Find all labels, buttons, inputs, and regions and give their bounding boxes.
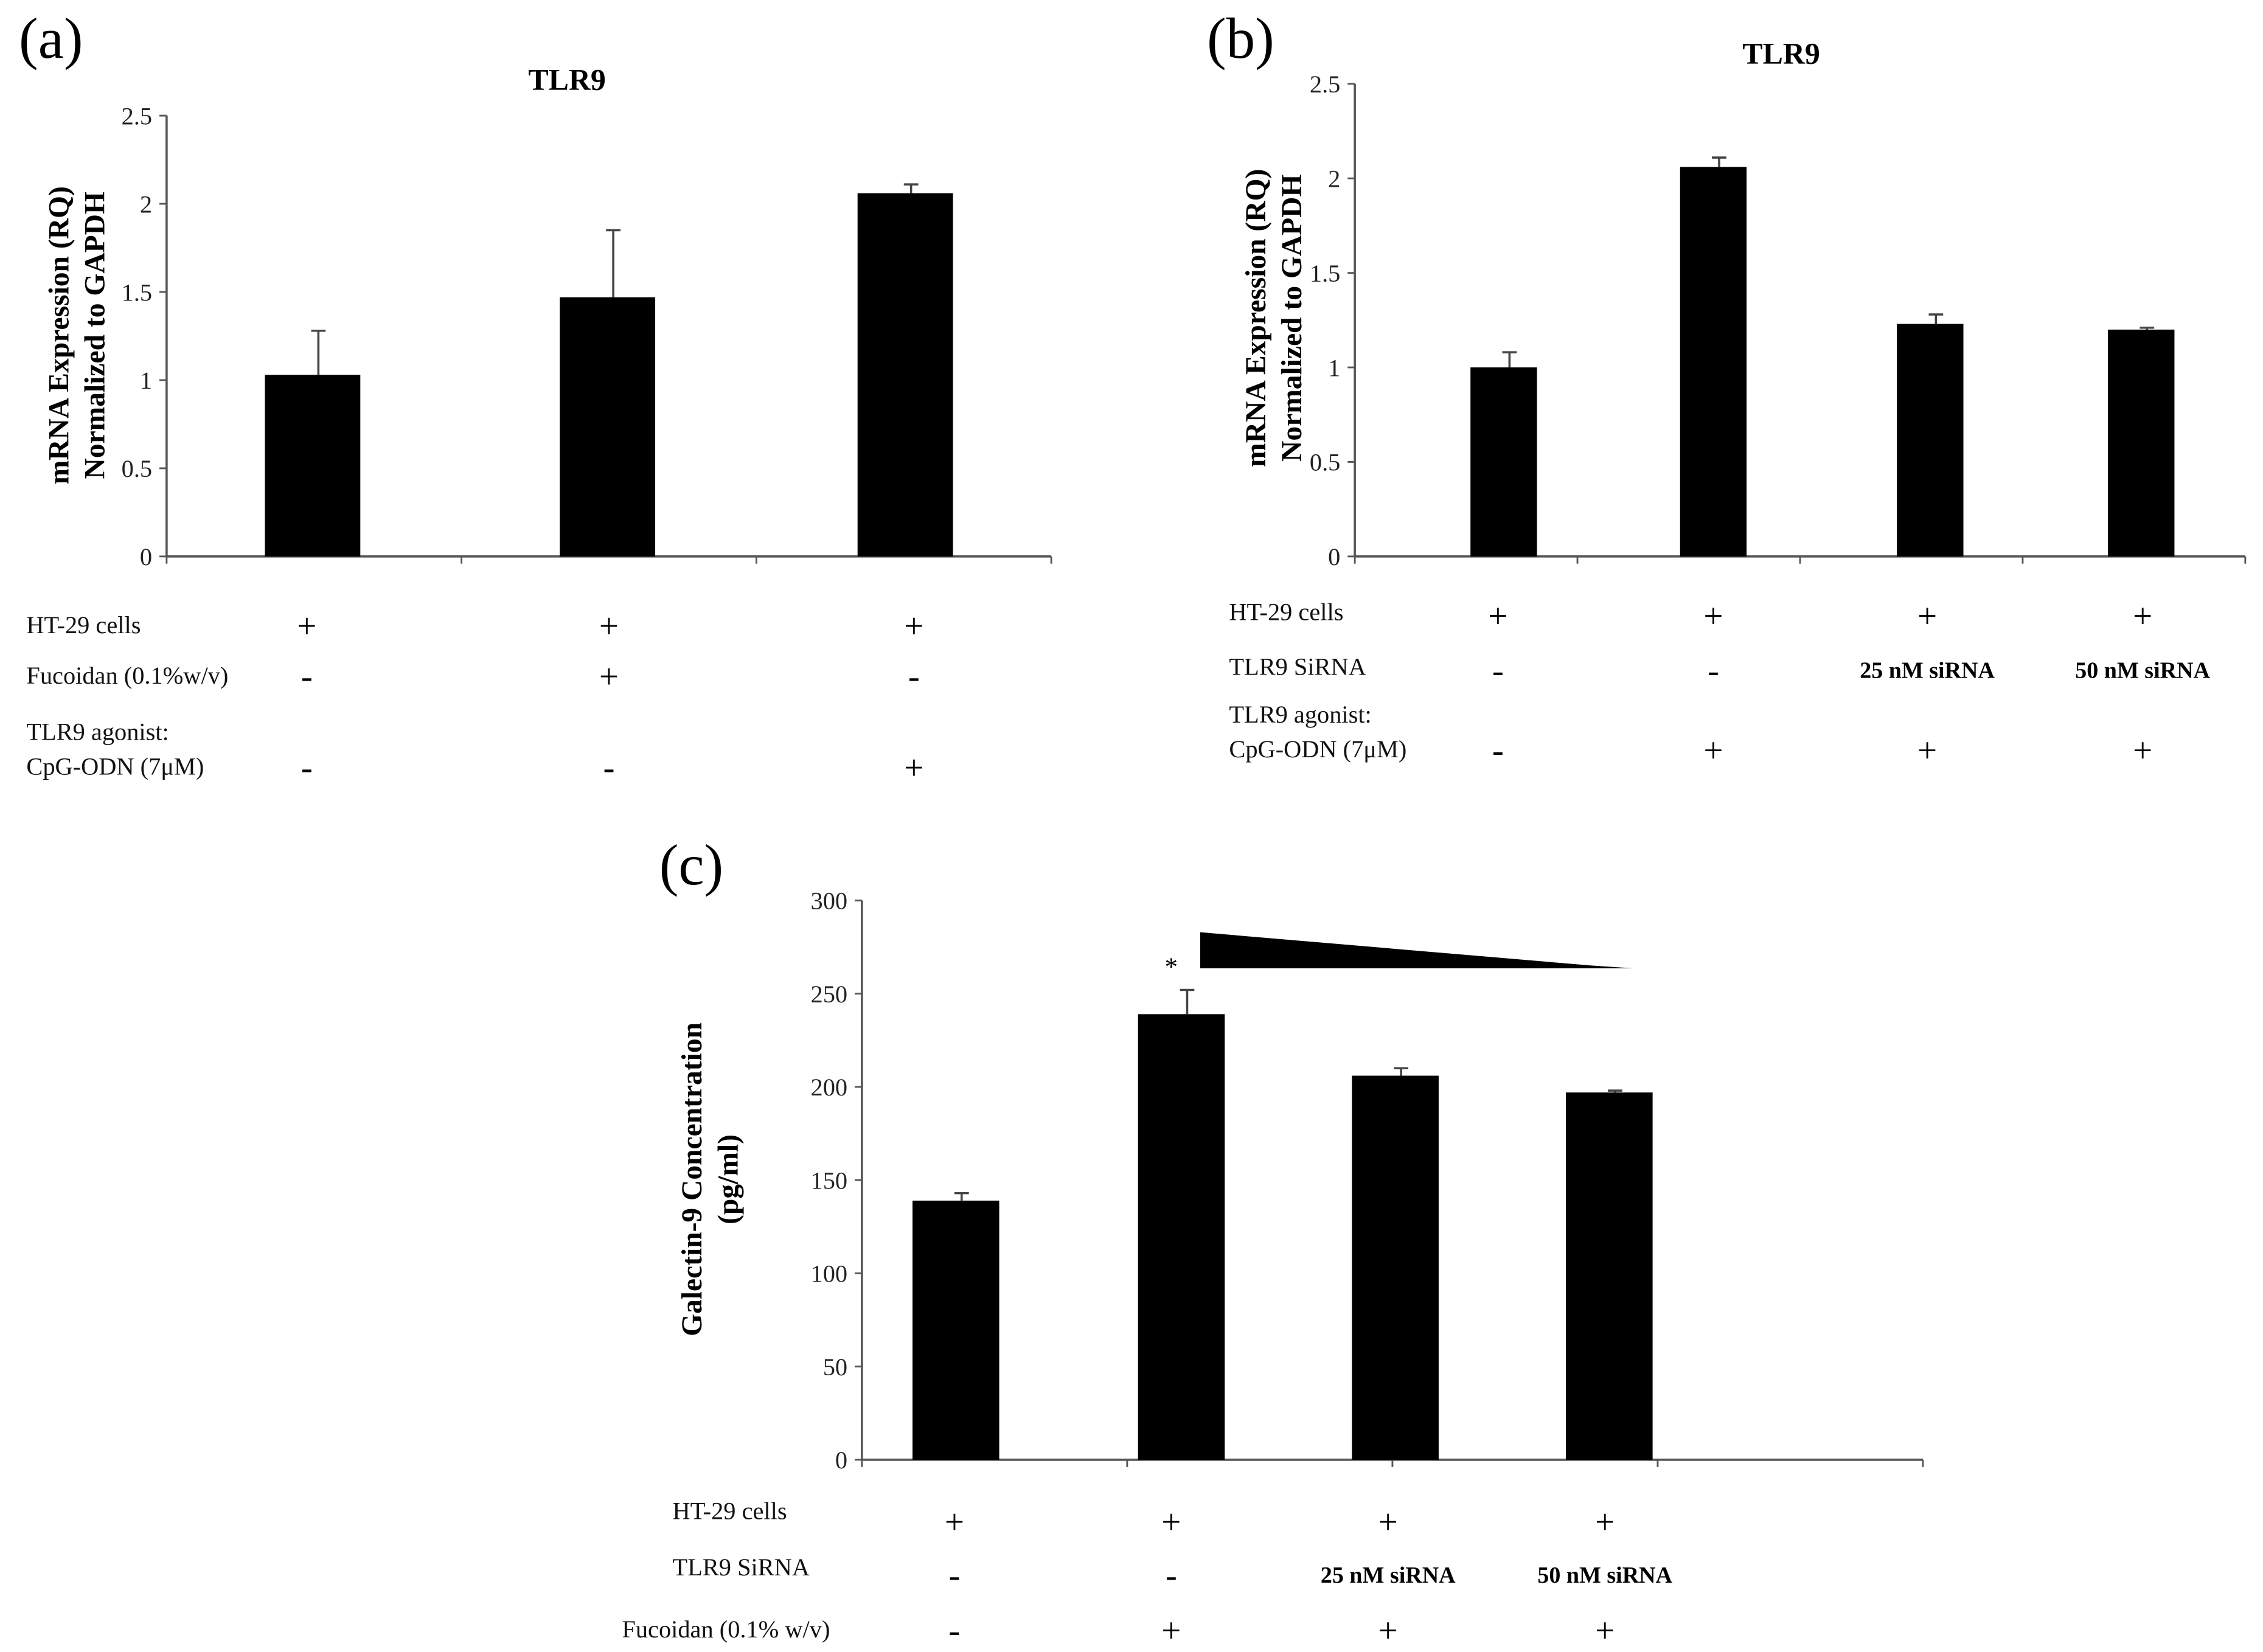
condition-label: HT-29 cells	[1229, 598, 1343, 625]
condition-value: +	[2133, 597, 2152, 635]
condition-value: -	[301, 749, 313, 787]
condition-label: CpG-ODN (7μM)	[26, 753, 204, 780]
condition-value: +	[1595, 1611, 1615, 1650]
condition-value: 50 nM siRNA	[1537, 1563, 1672, 1588]
condition-value: -	[1708, 652, 1719, 690]
decreasing-wedge	[1200, 932, 1634, 969]
condition-label: TLR9 SiRNA	[673, 1553, 810, 1581]
y-tick-label: 1.5	[122, 279, 152, 306]
panel-label: (b)	[1207, 6, 1274, 71]
chart-panel-b: (b) TLR9 mRNA Expression (RQ) Normalized to…	[1207, 6, 2247, 769]
y-tick-label: 150	[811, 1167, 848, 1194]
chart-title: TLR9	[1742, 37, 1820, 71]
y-axis-label: mRNA Expression (RQ)	[1240, 169, 1272, 467]
condition-value: +	[1378, 1503, 1398, 1541]
condition-value: -	[301, 658, 313, 696]
condition-value: +	[1703, 597, 1723, 635]
condition-value: +	[1488, 597, 1507, 635]
condition-value: +	[945, 1503, 964, 1541]
condition-value: +	[297, 607, 316, 645]
condition-value: 25 nM siRNA	[1860, 658, 1995, 683]
bar	[912, 1200, 999, 1460]
bar	[857, 193, 953, 557]
condition-value: -	[1492, 731, 1504, 769]
panel-label: (a)	[19, 6, 83, 71]
y-axis-label: (pg/ml)	[712, 1134, 744, 1224]
condition-label: Fucoidan (0.1% w/v)	[622, 1616, 830, 1643]
y-tick-label: 1	[140, 367, 152, 394]
bar	[560, 297, 656, 557]
chart-panel-c: (c) Galectin-9 Concentration (pg/ml) 0 50 100…	[622, 833, 1924, 1650]
panel-label: (c)	[659, 833, 723, 897]
condition-label: CpG-ODN (7μM)	[1229, 735, 1406, 763]
condition-value: -	[603, 749, 615, 787]
y-axis-label: Normalized to GAPDH	[1276, 175, 1308, 462]
condition-label: TLR9 SiRNA	[1229, 653, 1366, 681]
condition-value: +	[1161, 1611, 1181, 1650]
y-tick-label: 2.5	[1310, 71, 1340, 98]
condition-value: +	[1161, 1503, 1181, 1541]
condition-value: -	[1492, 652, 1504, 690]
condition-label: HT-29 cells	[673, 1497, 787, 1524]
bar	[2108, 329, 2175, 557]
condition-label: HT-29 cells	[26, 611, 141, 639]
y-tick-label: 50	[823, 1353, 847, 1381]
y-tick-label: 0.5	[122, 455, 152, 482]
condition-value: +	[1595, 1503, 1615, 1541]
bar	[1352, 1075, 1439, 1460]
significance-asterisk: *	[1165, 953, 1178, 982]
y-tick-label: 2	[1328, 165, 1340, 192]
y-axis-label: Normalized to GAPDH	[80, 192, 111, 479]
condition-value: +	[904, 607, 923, 645]
y-tick-label: 2.5	[122, 102, 152, 130]
y-tick-label: 1.5	[1310, 260, 1340, 287]
y-tick-label: 0.5	[1310, 449, 1340, 476]
condition-label: TLR9 agonist:	[26, 718, 169, 746]
y-tick-label: 0	[140, 543, 152, 571]
condition-value: +	[599, 607, 619, 645]
condition-value: -	[908, 658, 920, 696]
bar	[1138, 1014, 1225, 1460]
condition-value: +	[1378, 1611, 1398, 1650]
bar	[1566, 1092, 1653, 1460]
condition-label: Fucoidan (0.1%w/v)	[26, 662, 228, 689]
chart-title: TLR9	[528, 63, 606, 96]
y-axis-label: Galectin-9 Concentration	[676, 1022, 708, 1336]
y-tick-label: 300	[811, 887, 848, 915]
bar	[1470, 367, 1537, 557]
y-tick-label: 200	[811, 1074, 848, 1101]
condition-value: -	[1166, 1557, 1177, 1595]
condition-value: -	[948, 1611, 960, 1650]
y-tick-label: 0	[835, 1446, 847, 1474]
bar	[265, 375, 361, 557]
condition-value: +	[1917, 597, 1937, 635]
condition-value: +	[599, 658, 619, 696]
condition-value: 50 nM siRNA	[2075, 658, 2210, 683]
condition-label: TLR9 agonist:	[1229, 701, 1371, 728]
y-tick-label: 250	[811, 980, 848, 1008]
y-tick-label: 2	[140, 190, 152, 218]
y-tick-label: 1	[1328, 354, 1340, 381]
chart-panel-a: (a) TLR9 mRNA Expression (RQ) Normalized to…	[19, 6, 1052, 787]
y-tick-label: 100	[811, 1260, 848, 1288]
condition-value: +	[1917, 731, 1937, 769]
condition-value: +	[1703, 731, 1723, 769]
y-axis-label: mRNA Expression (RQ)	[43, 186, 75, 484]
y-tick-label: 0	[1328, 543, 1340, 571]
condition-value: 25 nM siRNA	[1321, 1563, 1456, 1588]
condition-value: -	[948, 1557, 960, 1595]
bar	[1897, 324, 1964, 557]
condition-value: +	[2133, 731, 2152, 769]
condition-value: +	[904, 749, 923, 787]
bar	[1680, 167, 1747, 557]
